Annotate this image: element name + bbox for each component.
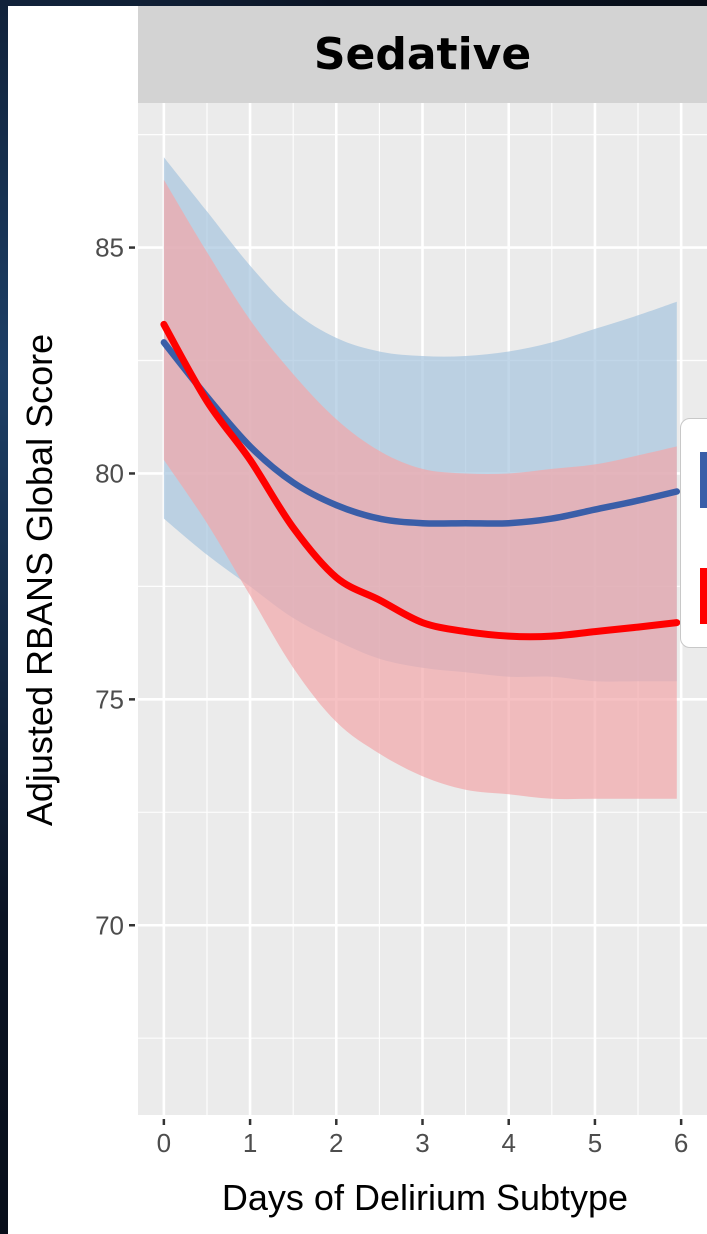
- x-axis-title: Days of Delirium Subtype: [222, 1177, 628, 1218]
- x-tick-label: 2: [329, 1128, 343, 1158]
- series-line-1: [160, 320, 681, 641]
- axes: 0 1 2 3 4 5 6 70 75 80 85: [95, 233, 688, 1158]
- legend-swatch-red: [700, 568, 707, 624]
- x-tick-label: 4: [501, 1128, 515, 1158]
- x-tick-label: 6: [674, 1128, 688, 1158]
- series-line-0: [160, 339, 681, 527]
- y-tick-label: 85: [95, 233, 124, 263]
- confidence-bands: [163, 157, 677, 800]
- confidence-band-1: [163, 179, 677, 800]
- x-tick-label: 5: [588, 1128, 602, 1158]
- x-tick-label: 1: [243, 1128, 257, 1158]
- legend-swatch-blue: [700, 452, 707, 508]
- y-tick-label: 75: [95, 684, 124, 714]
- chart-title: Sedative: [313, 29, 532, 80]
- x-tick-label: 3: [415, 1128, 429, 1158]
- y-axis-title: Adjusted RBANS Global Score: [19, 334, 60, 826]
- y-tick-label: 80: [95, 458, 124, 488]
- x-tick-label: 0: [157, 1128, 171, 1158]
- y-tick-label: 70: [95, 910, 124, 940]
- facet-strip: Sedative: [138, 6, 707, 103]
- series-lines: [160, 320, 681, 641]
